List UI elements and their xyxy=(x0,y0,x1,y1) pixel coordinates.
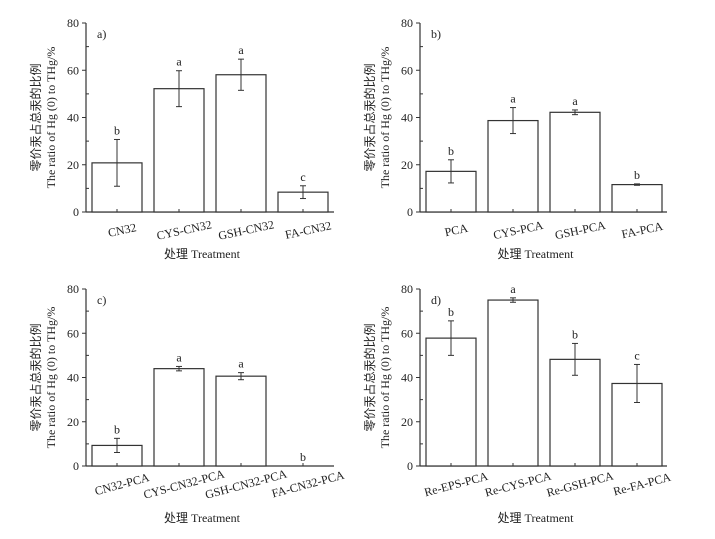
significance-label: a xyxy=(176,55,182,69)
bar xyxy=(153,368,205,467)
significance-label: b xyxy=(300,450,306,464)
bar xyxy=(487,119,539,213)
bar xyxy=(487,299,539,467)
category-label: Re-FA-PCA xyxy=(612,470,673,499)
y-tick-label: 0 xyxy=(407,205,413,219)
y-axis-title-en: The ratio of Hg (0) to THg/% xyxy=(378,307,392,449)
category-label: GSH-CN32 xyxy=(217,217,275,242)
category-label: Re-EPS-PCA xyxy=(423,469,490,500)
y-tick-label: 60 xyxy=(67,63,79,77)
category-label: FA-PCA xyxy=(620,219,664,241)
x-axis-title: 处理 Treatment xyxy=(498,511,575,525)
y-axis-title-en: The ratio of Hg (0) to THg/% xyxy=(378,47,392,189)
category-label: Re-GSH-PCA xyxy=(545,468,615,499)
significance-label: b xyxy=(114,422,120,436)
x-axis-title: 处理 Treatment xyxy=(164,511,241,525)
y-tick-label: 40 xyxy=(67,111,79,125)
significance-label: a xyxy=(510,92,516,106)
chart-panel-c: 020406080c)bCN32-PCAaCYS-CN32-PCAaGSH-CN… xyxy=(28,282,346,525)
y-tick-label: 80 xyxy=(401,282,413,296)
y-tick-label: 0 xyxy=(407,459,413,473)
y-tick-label: 60 xyxy=(67,326,79,340)
significance-label: b xyxy=(448,144,454,158)
significance-label: a xyxy=(572,94,578,108)
significance-label: a xyxy=(510,282,516,296)
significance-label: a xyxy=(238,357,244,371)
x-axis-title: 处理 Treatment xyxy=(164,247,241,261)
chart-panel-b: 0 20 40 60 80 b) b PCA a CYS-PCA a GSH-PCA b FA-PCA 处理… xyxy=(362,16,667,261)
bar xyxy=(549,111,601,213)
bar xyxy=(549,358,601,467)
y-axis-title-cn: 零价汞占总汞的比例 xyxy=(28,323,43,431)
significance-label: a xyxy=(176,350,182,364)
bar xyxy=(611,183,663,213)
bar xyxy=(215,375,267,467)
y-tick-label: 80 xyxy=(67,282,79,296)
significance-label: c xyxy=(300,170,305,184)
category-label: PCA xyxy=(443,221,469,240)
significance-label: a xyxy=(238,43,244,57)
y-tick-label: 80 xyxy=(67,16,79,30)
y-tick-label: 20 xyxy=(401,415,413,429)
category-label: CN32 xyxy=(107,220,138,240)
y-tick-label: 0 xyxy=(73,459,79,473)
panel-label: c) xyxy=(97,293,106,307)
chart-panel-a: 0 20 40 60 80 a) b CN32 a CYS-CN32 a GSH-CN32 c FA-CN… xyxy=(28,16,334,261)
y-tick-label: 0 xyxy=(73,205,79,219)
y-tick-label: 60 xyxy=(401,63,413,77)
category-label: CYS-PCA xyxy=(492,218,545,242)
y-axis-title-en: The ratio of Hg (0) to THg/% xyxy=(44,47,58,189)
bar xyxy=(425,337,477,467)
y-tick-label: 80 xyxy=(401,16,413,30)
y-tick-label: 20 xyxy=(401,158,413,172)
significance-label: b xyxy=(634,168,640,182)
y-axis-title-cn: 零价汞占总汞的比例 xyxy=(28,63,43,171)
y-axis-title-en: The ratio of Hg (0) to THg/% xyxy=(44,307,58,449)
significance-label: b xyxy=(448,305,454,319)
y-tick-label: 40 xyxy=(67,371,79,385)
y-tick-label: 20 xyxy=(67,415,79,429)
y-tick-label: 20 xyxy=(67,158,79,172)
panel-label: a) xyxy=(97,27,106,41)
y-tick-label: 60 xyxy=(401,326,413,340)
y-tick-label: 40 xyxy=(401,111,413,125)
chart-panel-d: 0 20 40 60 80 d) b Re-EPS-PCA a Re-CYS-PCA b Re-GSH… xyxy=(362,282,673,525)
category-label: CYS-CN32 xyxy=(155,217,213,242)
y-axis-title-cn: 零价汞占总汞的比例 xyxy=(362,63,377,171)
y-axis-title-cn: 零价汞占总汞的比例 xyxy=(362,323,377,431)
bar xyxy=(153,88,205,213)
y-tick-label: 40 xyxy=(401,371,413,385)
x-axis-title: 处理 Treatment xyxy=(498,247,575,261)
significance-label: b xyxy=(114,123,120,137)
category-label: FA-CN32 xyxy=(284,218,333,241)
panel-label: b) xyxy=(431,27,441,41)
bar xyxy=(215,74,267,213)
significance-label: b xyxy=(572,327,578,341)
category-label: Re-CYS-PCA xyxy=(483,468,553,499)
panel-label: d) xyxy=(431,293,441,307)
category-label: GSH-PCA xyxy=(554,218,607,242)
significance-label: c xyxy=(634,348,639,362)
